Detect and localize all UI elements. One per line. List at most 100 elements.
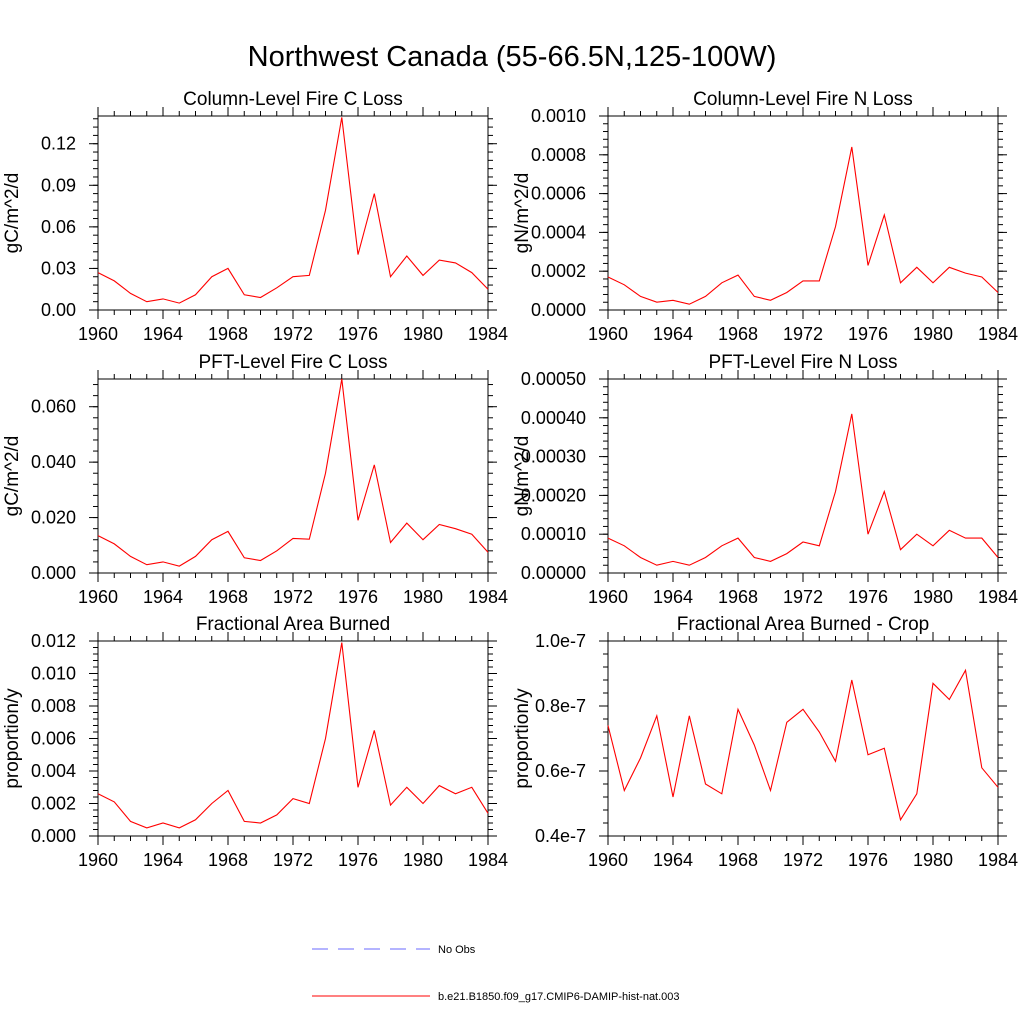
y-tick-label: 0.004 [31, 761, 76, 781]
panel-5: 1960 1964 1968 1972 1976 1980 1984 0.000 0.002 0.… [2, 614, 508, 870]
y-tick-label: 0.0002 [531, 261, 586, 281]
x-tick-label: 1984 [978, 587, 1018, 607]
series-line [97, 642, 489, 829]
plot-frame [97, 378, 489, 574]
x-tick-label: 1976 [338, 850, 378, 870]
y-tick-label: 0.00030 [521, 447, 586, 467]
x-tick-label: 1972 [273, 587, 313, 607]
y-tick-label: 0.00010 [521, 524, 586, 544]
x-tick-label: 1964 [653, 587, 693, 607]
x-tick-label: 1972 [273, 324, 313, 344]
panel-title: Fractional Area Burned - Crop [677, 614, 929, 635]
series-line [97, 378, 489, 567]
x-tick-label: 1976 [848, 587, 888, 607]
y-tick-label: 1.0e-7 [535, 631, 586, 651]
y-tick-label: 0.12 [41, 134, 76, 154]
x-tick-label: 1968 [718, 324, 758, 344]
x-tick-label: 1964 [653, 324, 693, 344]
panel-4: 1960 1964 1968 1972 1976 1980 1984 0.00000 0.000… [512, 352, 1018, 607]
y-axis-label: proportion/y [2, 688, 23, 789]
x-tick-label: 1980 [403, 587, 443, 607]
x-tick-label: 1960 [588, 587, 628, 607]
x-tick-label: 1960 [588, 850, 628, 870]
panel-2: 1960 1964 1968 1972 1976 1980 1984 0.0000 0.0002… [512, 89, 1018, 344]
x-tick-label: 1984 [468, 850, 508, 870]
x-tick-label: 1964 [143, 324, 183, 344]
series-line [607, 146, 999, 305]
y-tick-label: 0.4e-7 [535, 826, 586, 846]
y-tick-label: 0.020 [31, 508, 76, 528]
x-tick-label: 1964 [653, 850, 693, 870]
y-tick-label: 0.008 [31, 696, 76, 716]
legend: No Obs b.e21.B1850.f09_g17.CMIP6-DAMIP-h… [312, 944, 680, 1003]
panel-6: 1960 1964 1968 1972 1976 1980 1984 0.4e-7 0.6e-7… [512, 614, 1018, 870]
x-tick-label: 1980 [913, 850, 953, 870]
figure-title: Northwest Canada (55-66.5N,125-100W) [248, 41, 777, 73]
panel-title: Column-Level Fire C Loss [183, 89, 403, 110]
x-tick-label: 1980 [913, 587, 953, 607]
x-tick-label: 1960 [588, 324, 628, 344]
y-tick-label: 0.06 [41, 217, 76, 237]
x-tick-label: 1972 [783, 324, 823, 344]
y-tick-label: 0.00050 [521, 369, 586, 389]
panel-grid: 1960 1964 1968 1972 1976 1980 1984 0.00 0.03 0.06… [2, 89, 1018, 870]
x-tick-label: 1964 [143, 587, 183, 607]
y-tick-label: 0.0010 [531, 106, 586, 126]
panel-3: 1960 1964 1968 1972 1976 1980 1984 0.000 0.020 0.… [2, 352, 508, 607]
y-axis-label: gC/m^2/d [2, 436, 23, 517]
x-tick-label: 1972 [783, 587, 823, 607]
x-tick-label: 1968 [208, 324, 248, 344]
panel-title: Fractional Area Burned [196, 614, 390, 635]
series-line [607, 668, 999, 822]
x-tick-label: 1968 [718, 587, 758, 607]
x-tick-label: 1980 [913, 324, 953, 344]
y-tick-label: 0.00 [41, 300, 76, 320]
plot-frame [607, 378, 999, 574]
legend-model-label: b.e21.B1850.f09_g17.CMIP6-DAMIP-hist-nat… [438, 991, 680, 1003]
x-tick-label: 1968 [718, 850, 758, 870]
y-tick-label: 0.00020 [521, 485, 586, 505]
x-tick-label: 1964 [143, 850, 183, 870]
y-tick-label: 0.00000 [521, 563, 586, 583]
y-tick-label: 0.060 [31, 397, 76, 417]
y-tick-label: 0.03 [41, 258, 76, 278]
y-tick-label: 0.0004 [531, 222, 586, 242]
y-tick-label: 0.012 [31, 631, 76, 651]
x-tick-label: 1960 [78, 850, 118, 870]
plot-frame [607, 640, 999, 837]
y-axis-label: proportion/y [512, 688, 533, 789]
y-axis-label: gN/m^2/d [512, 436, 533, 517]
panel-title: PFT-Level Fire C Loss [199, 352, 388, 373]
y-tick-label: 0.6e-7 [535, 761, 586, 781]
x-tick-label: 1972 [273, 850, 313, 870]
x-tick-label: 1984 [468, 587, 508, 607]
x-tick-label: 1984 [978, 324, 1018, 344]
x-tick-label: 1984 [468, 324, 508, 344]
x-tick-label: 1980 [403, 850, 443, 870]
legend-obs-label: No Obs [438, 944, 476, 956]
y-tick-label: 0.0000 [531, 300, 586, 320]
x-tick-label: 1984 [978, 850, 1018, 870]
y-axis-label: gN/m^2/d [512, 173, 533, 254]
y-tick-label: 0.040 [31, 452, 76, 472]
y-tick-label: 0.0006 [531, 184, 586, 204]
y-tick-label: 0.010 [31, 664, 76, 684]
y-tick-label: 0.002 [31, 794, 76, 814]
series-line [607, 413, 999, 566]
plot-frame [97, 640, 489, 837]
x-tick-label: 1960 [78, 587, 118, 607]
y-tick-label: 0.8e-7 [535, 696, 586, 716]
panel-title: PFT-Level Fire N Loss [709, 352, 898, 373]
x-tick-label: 1976 [338, 324, 378, 344]
y-axis-label: gC/m^2/d [2, 173, 23, 254]
x-tick-label: 1976 [848, 850, 888, 870]
y-tick-label: 0.000 [31, 826, 76, 846]
y-tick-label: 0.006 [31, 729, 76, 749]
x-tick-label: 1972 [783, 850, 823, 870]
x-tick-label: 1960 [78, 324, 118, 344]
plot-frame [97, 115, 489, 311]
x-tick-label: 1980 [403, 324, 443, 344]
y-tick-label: 0.000 [31, 563, 76, 583]
y-tick-label: 0.0008 [531, 145, 586, 165]
